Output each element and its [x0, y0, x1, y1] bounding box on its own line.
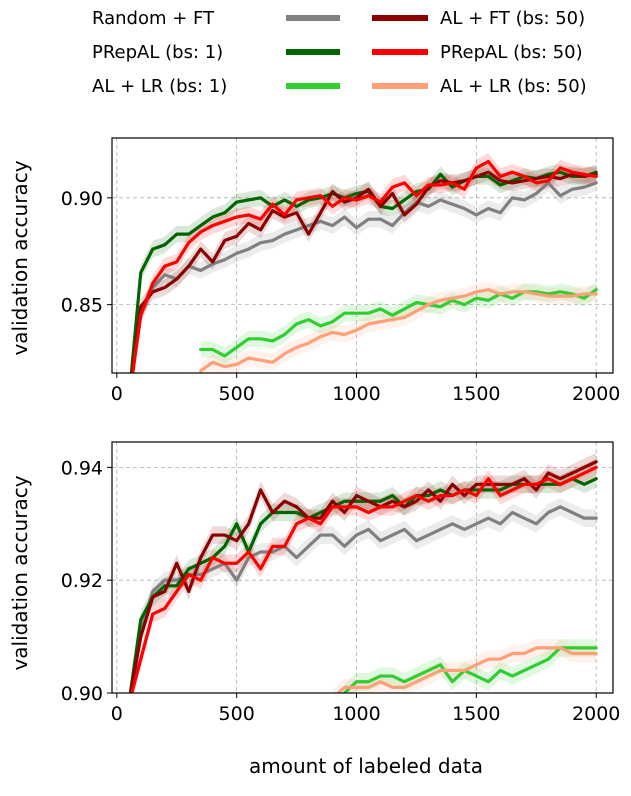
confidence-band [131, 174, 597, 373]
bottom-ticks: 0 500 1000 1500 2000 0.90 0.92 0.94 [61, 457, 621, 725]
y-tick-label: 0.85 [61, 295, 103, 317]
x-axis-label: amount of labeled data [249, 754, 483, 778]
x-tick-label: 2000 [572, 703, 620, 725]
series-line [131, 181, 598, 373]
confidence-band [129, 469, 597, 693]
series-line [342, 646, 598, 693]
legend-label: AL + LR (bs: 50) [440, 76, 587, 97]
legend-label: PRepAL (bs: 50) [440, 42, 583, 63]
y-tick-label: 0.90 [61, 683, 103, 705]
top-chart: 0 500 1000 1500 2000 0.85 0.90 validation accu… [8, 137, 621, 405]
confidence-band [129, 458, 597, 693]
legend-label: PRepAL (bs: 1) [92, 42, 223, 63]
legend: Random + FT PRepAL (bs: 1) AL + LR (bs: 1)… [92, 8, 587, 97]
top-y-axis-label: validation accuracy [8, 160, 32, 355]
series-line [336, 646, 598, 693]
x-tick-label: 0 [111, 703, 123, 725]
series-line [199, 288, 598, 373]
bottom-lines [128, 460, 598, 693]
series-line [129, 460, 598, 693]
series-line [130, 465, 598, 693]
confidence-band [131, 153, 597, 373]
series-line [130, 170, 598, 373]
x-tick-label: 1500 [452, 703, 500, 725]
top-lines [129, 159, 598, 373]
x-tick-label: 1000 [332, 703, 380, 725]
y-tick-label: 0.92 [61, 570, 103, 592]
bottom-axes-frame [111, 441, 614, 694]
y-tick-label: 0.94 [61, 457, 103, 479]
x-tick-label: 1500 [452, 383, 500, 405]
bottom-bands [129, 452, 597, 693]
x-tick-label: 1000 [332, 383, 380, 405]
x-tick-label: 0 [111, 383, 123, 405]
confidence-band [200, 281, 597, 373]
confidence-band [129, 498, 597, 693]
x-tick-label: 500 [219, 703, 255, 725]
legend-label: Random + FT [92, 8, 215, 29]
series-line [128, 477, 598, 693]
confidence-band [200, 281, 597, 365]
y-tick-label: 0.90 [61, 188, 103, 210]
legend-label: AL + FT (bs: 50) [440, 8, 585, 29]
legend-label: AL + LR (bs: 1) [92, 76, 227, 97]
bottom-chart: 0 500 1000 1500 2000 0.90 0.92 0.94 validation … [8, 441, 621, 725]
top-ticks: 0 500 1000 1500 2000 0.85 0.90 [61, 188, 621, 405]
x-tick-label: 500 [219, 383, 255, 405]
top-axes-frame [111, 137, 614, 374]
series-line [131, 159, 598, 373]
bottom-y-axis-label: validation accuracy [8, 475, 32, 670]
x-tick-label: 2000 [572, 383, 620, 405]
